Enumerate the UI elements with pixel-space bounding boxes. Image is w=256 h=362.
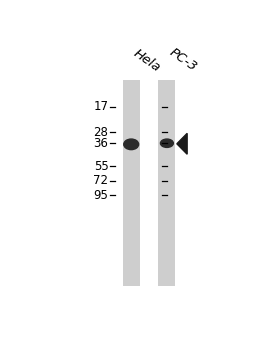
Text: 72: 72 xyxy=(93,174,108,188)
Polygon shape xyxy=(177,133,187,154)
Text: 95: 95 xyxy=(93,189,108,202)
Ellipse shape xyxy=(124,139,139,150)
Text: 28: 28 xyxy=(93,126,108,139)
Ellipse shape xyxy=(161,139,173,147)
Bar xyxy=(123,80,140,286)
Text: 17: 17 xyxy=(93,101,108,114)
Text: 55: 55 xyxy=(94,160,108,173)
Text: PC-3: PC-3 xyxy=(167,46,199,74)
Bar xyxy=(158,80,175,286)
Text: Hela: Hela xyxy=(131,46,163,74)
Text: 36: 36 xyxy=(93,137,108,150)
